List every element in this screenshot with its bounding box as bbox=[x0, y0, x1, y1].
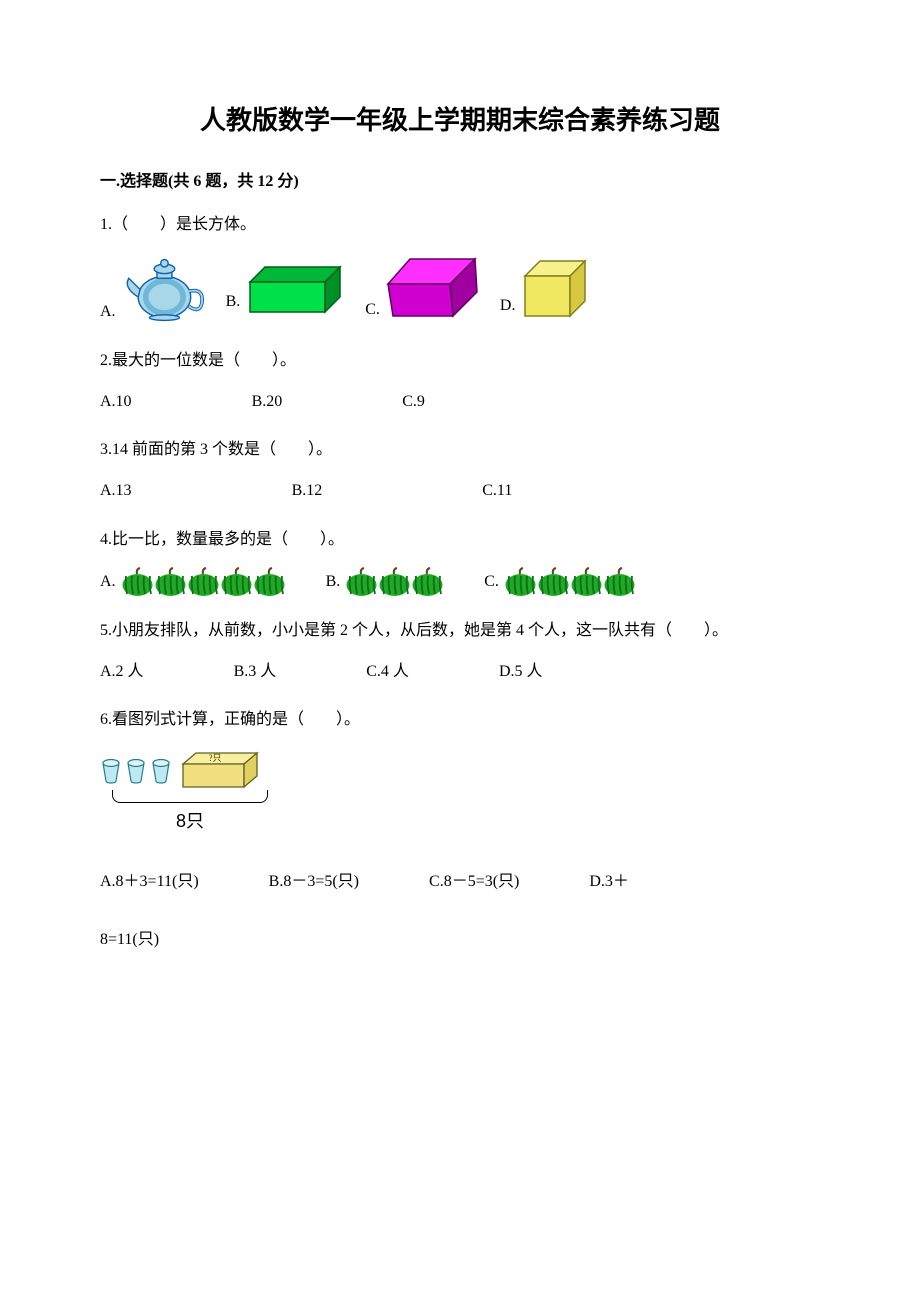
q5-optC: C.4 人 bbox=[366, 658, 409, 687]
q1-text: 1.（ ）是长方体。 bbox=[100, 211, 820, 240]
cuboid-icon bbox=[245, 262, 345, 317]
q5-optA: A.2 人 bbox=[100, 658, 144, 687]
q5-text: 5.小朋友排队，从前数，小小是第 2 个人，从后数，她是第 4 个人，这一队共有… bbox=[100, 617, 820, 646]
watermelon-icon bbox=[411, 567, 444, 597]
question-1: 1.（ ）是长方体。 A. B. bbox=[100, 211, 820, 327]
watermelon-icon bbox=[570, 567, 603, 597]
q4-option-c: C. bbox=[484, 567, 636, 597]
q3-text: 3.14 前面的第 3 个数是（ ）。 bbox=[100, 436, 820, 465]
q2-optB: B.20 bbox=[252, 388, 283, 417]
q3-options: A.13 B.12 C.11 bbox=[100, 477, 820, 506]
q1-optC-label: C. bbox=[365, 296, 380, 325]
q6-optA: A.8＋3=11(只) bbox=[100, 868, 199, 897]
watermelon-icon bbox=[121, 567, 154, 597]
question-4: 4.比一比，数量最多的是（ ）。 A. B. C. bbox=[100, 526, 820, 597]
watermelon-icon bbox=[253, 567, 286, 597]
q1-option-d: D. bbox=[500, 258, 591, 320]
q1-optB-label: B. bbox=[226, 288, 241, 317]
cup-icon bbox=[100, 755, 122, 785]
q3-optB: B.12 bbox=[292, 477, 323, 506]
q6-text: 6.看图列式计算，正确的是（ ）。 bbox=[100, 706, 820, 735]
cup-icon bbox=[125, 755, 147, 785]
q1-option-c: C. bbox=[365, 254, 480, 324]
section-header: 一.选择题(共 6 题，共 12 分) bbox=[100, 167, 820, 191]
bracket: 8只 bbox=[100, 790, 280, 837]
watermelon-icon bbox=[187, 567, 220, 597]
bracket-label: 8只 bbox=[100, 805, 280, 837]
q3-optA: A.13 bbox=[100, 477, 132, 506]
q2-optA: A.10 bbox=[100, 388, 132, 417]
bracket-curve-icon bbox=[112, 790, 268, 803]
watermelon-icon bbox=[154, 567, 187, 597]
teapot-icon bbox=[121, 252, 206, 327]
question-2: 2.最大的一位数是（ ）。 A.10 B.20 C.9 bbox=[100, 347, 820, 417]
watermelon-icon bbox=[537, 567, 570, 597]
q4-optC-label: C. bbox=[484, 568, 499, 597]
q2-optC: C.9 bbox=[402, 388, 425, 417]
q4-option-a: A. bbox=[100, 567, 286, 597]
q1-option-a: A. bbox=[100, 252, 206, 327]
q4-option-b: B. bbox=[326, 567, 445, 597]
watermelon-icon bbox=[345, 567, 378, 597]
q6-optD-part2: 8=11(只) bbox=[100, 926, 820, 955]
q4-optB-label: B. bbox=[326, 568, 341, 597]
q1-option-b: B. bbox=[226, 262, 346, 317]
q3-optC: C.11 bbox=[482, 477, 512, 506]
q5-options: A.2 人 B.3 人 C.4 人 D.5 人 bbox=[100, 658, 820, 687]
q4-watermelons-a bbox=[121, 567, 286, 597]
cup-box-row: ?只 bbox=[100, 750, 820, 790]
q4-text: 4.比一比，数量最多的是（ ）。 bbox=[100, 526, 820, 555]
q5-optD: D.5 人 bbox=[499, 658, 543, 687]
q4-options: A. B. C. bbox=[100, 567, 820, 597]
q4-watermelons-c bbox=[504, 567, 636, 597]
q5-optB: B.3 人 bbox=[234, 658, 277, 687]
cube-icon bbox=[520, 258, 590, 320]
q4-optA-label: A. bbox=[100, 568, 116, 597]
q6-figure: ?只 8只 bbox=[100, 750, 820, 837]
question-3: 3.14 前面的第 3 个数是（ ）。 A.13 B.12 C.11 bbox=[100, 436, 820, 506]
box-icon: ?只 bbox=[180, 750, 260, 790]
q1-options: A. B. bbox=[100, 252, 820, 327]
q1-optA-label: A. bbox=[100, 298, 116, 327]
q6-options: A.8＋3=11(只) B.8－3=5(只) C.8－5=3(只) D.3＋ bbox=[100, 868, 820, 897]
watermelon-icon bbox=[378, 567, 411, 597]
box-label: ?只 bbox=[209, 753, 222, 763]
q6-optD-part1: D.3＋ bbox=[589, 868, 629, 897]
question-6: 6.看图列式计算，正确的是（ ）。 bbox=[100, 706, 820, 955]
page-title: 人教版数学一年级上学期期末综合素养练习题 bbox=[100, 100, 820, 137]
q1-optD-label: D. bbox=[500, 292, 516, 321]
page: 人教版数学一年级上学期期末综合素养练习题 一.选择题(共 6 题，共 12 分)… bbox=[0, 0, 920, 1035]
watermelon-icon bbox=[220, 567, 253, 597]
cup-icon bbox=[150, 755, 172, 785]
question-5: 5.小朋友排队，从前数，小小是第 2 个人，从后数，她是第 4 个人，这一队共有… bbox=[100, 617, 820, 687]
q6-optC: C.8－5=3(只) bbox=[429, 868, 519, 897]
q2-options: A.10 B.20 C.9 bbox=[100, 388, 820, 417]
trapezoid-icon bbox=[385, 254, 480, 324]
q4-watermelons-b bbox=[345, 567, 444, 597]
q6-optB: B.8－3=5(只) bbox=[269, 868, 359, 897]
watermelon-icon bbox=[603, 567, 636, 597]
watermelon-icon bbox=[504, 567, 537, 597]
q2-text: 2.最大的一位数是（ ）。 bbox=[100, 347, 820, 376]
